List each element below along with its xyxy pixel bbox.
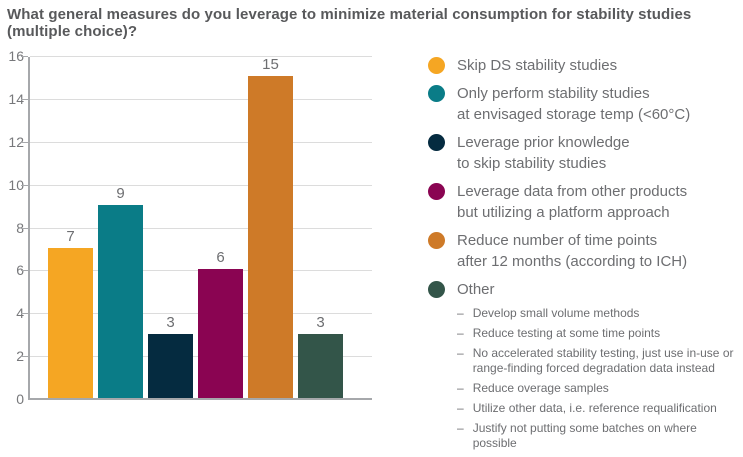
legend-sub-item-label: Reduce testing at some time points (473, 326, 660, 341)
y-tick-label-12: 12 (8, 134, 24, 150)
legend-sub-item-label: Utilize other data, i.e. reference requa… (473, 401, 717, 416)
gridline-y-12 (30, 142, 372, 143)
dash-icon: – (457, 381, 464, 395)
legend-label-line: Skip DS stability studies (457, 57, 618, 74)
y-tick-label-14: 14 (8, 91, 24, 107)
bar-chart: 0 2 4 6 8 10 12 14 16 7 9 3 6 15 3 (0, 48, 372, 407)
legend-item-label: Leverage data from other products but uti… (457, 181, 687, 223)
legend-sub-item-line: range-finding forced degradation data in… (472, 361, 715, 375)
bar-value-label: 3 (316, 314, 325, 331)
dash-icon: – (457, 421, 464, 435)
gridline-y-14 (30, 99, 372, 100)
y-tick-label-6: 6 (0, 262, 24, 278)
legend-label-line: Leverage data from other products (457, 183, 688, 200)
y-tick-label-16: 16 (8, 48, 24, 64)
legend-sub-item-0: – Develop small volume methods (457, 306, 740, 321)
legend-sub-item-2: – No accelerated stability testing, just … (457, 346, 740, 376)
legend-item-5: Other – Develop small volume methods – Reduc… (428, 279, 740, 457)
legend-sub-item-label: No accelerated stability testing, just u… (473, 346, 734, 376)
legend-item-4: Reduce number of time points after 12 mon… (428, 230, 740, 272)
legend-label-line: after 12 months (according to ICH) (457, 253, 688, 270)
legend-label-line: Only perform stability studies (457, 85, 650, 102)
dash-icon: – (457, 401, 464, 415)
legend-sub-item-line: No accelerated stability testing, just u… (472, 346, 734, 360)
legend-swatch-icon (428, 85, 445, 102)
legend-label-line: Leverage prior knowledge (457, 134, 630, 151)
y-tick-mark (21, 56, 28, 57)
legend-item-2: Leverage prior knowledge to skip stabilit… (428, 132, 740, 174)
legend-label-line: at envisaged storage temp (<60°C) (457, 106, 691, 123)
bar-5: 3 (298, 314, 343, 398)
legend-sub-item-line: Reduce overage samples (472, 381, 609, 395)
bar-1: 9 (98, 185, 143, 398)
legend-item-label: Skip DS stability studies (457, 55, 617, 76)
bar-value-label: 3 (166, 314, 175, 331)
legend-item-label: Leverage prior knowledge to skip stabilit… (457, 132, 630, 174)
y-tick-mark (21, 228, 28, 229)
y-tick-mark (21, 99, 28, 100)
legend-sub-item-1: – Reduce testing at some time points (457, 326, 740, 341)
legend-swatch-icon (428, 281, 445, 298)
legend-item-label: Other – Develop small volume methods – Reduc… (457, 279, 740, 457)
legend-sub-item-line: Reduce testing at some time points (472, 326, 661, 340)
legend-swatch-icon (428, 134, 445, 151)
legend-label-line: but utilizing a platform approach (457, 204, 670, 221)
legend: Skip DS stability studies Only perform st… (428, 55, 740, 457)
bar-value-label: 7 (66, 228, 75, 245)
y-tick-label-4: 4 (0, 305, 24, 321)
dash-icon: – (457, 326, 464, 340)
gridline-y-10 (30, 185, 372, 186)
y-tick-label-10: 10 (8, 177, 24, 193)
legend-swatch-icon (428, 57, 445, 74)
gridline-y-16 (30, 56, 372, 57)
bar-0: 7 (48, 228, 93, 398)
legend-sub-item-line: Justify not putting some batches on wher… (472, 421, 697, 450)
y-tick-mark (21, 185, 28, 186)
legend-swatch-icon (428, 183, 445, 200)
legend-item-0: Skip DS stability studies (428, 55, 740, 76)
gridline-y-8 (30, 228, 372, 229)
legend-item-label: Only perform stability studies at envisag… (457, 83, 690, 125)
y-tick-mark (21, 356, 28, 357)
legend-sub-item-label: Justify not putting some batches on wher… (473, 421, 740, 451)
plot-area: 7 9 3 6 15 3 (21, 56, 372, 400)
legend-item-1: Only perform stability studies at envisag… (428, 83, 740, 125)
y-tick-label-0: 0 (16, 391, 24, 407)
legend-item-3: Leverage data from other products but uti… (428, 181, 740, 223)
y-tick-mark (21, 142, 28, 143)
dash-icon: – (457, 306, 464, 320)
bar-4: 15 (248, 56, 293, 398)
bar-value-label: 9 (116, 185, 125, 202)
legend-sub-item-label: Develop small volume methods (473, 306, 640, 321)
page-title: What general measures do you leverage to… (7, 6, 692, 40)
bar-value-label: 6 (216, 249, 225, 266)
legend-label-line: to skip stability studies (457, 155, 607, 172)
legend-sub-item-3: – Reduce overage samples (457, 381, 740, 396)
legend-label-line: Reduce number of time points (457, 232, 658, 249)
y-tick-mark (21, 313, 28, 314)
legend-swatch-icon (428, 232, 445, 249)
legend-label-line: Other (457, 281, 495, 298)
legend-sub-list: – Develop small volume methods – Reduce tes… (457, 306, 740, 457)
legend-sub-item-line: Utilize other data, i.e. reference requa… (472, 401, 717, 415)
dash-icon: – (457, 346, 464, 360)
bar-2: 3 (148, 314, 193, 398)
bar-value-label: 15 (262, 56, 279, 73)
y-tick-label-8: 8 (0, 220, 24, 236)
legend-sub-item-4: – Utilize other data, i.e. reference requ… (457, 401, 740, 416)
bar-3: 6 (198, 249, 243, 398)
legend-sub-item-5: – Justify not putting some batches on whe… (457, 421, 740, 451)
y-tick-label-2: 2 (0, 348, 24, 364)
legend-sub-item-label: Reduce overage samples (473, 381, 609, 396)
legend-item-label: Reduce number of time points after 12 mon… (457, 230, 687, 272)
y-tick-mark (21, 270, 28, 271)
legend-sub-item-line: Develop small volume methods (472, 306, 640, 320)
